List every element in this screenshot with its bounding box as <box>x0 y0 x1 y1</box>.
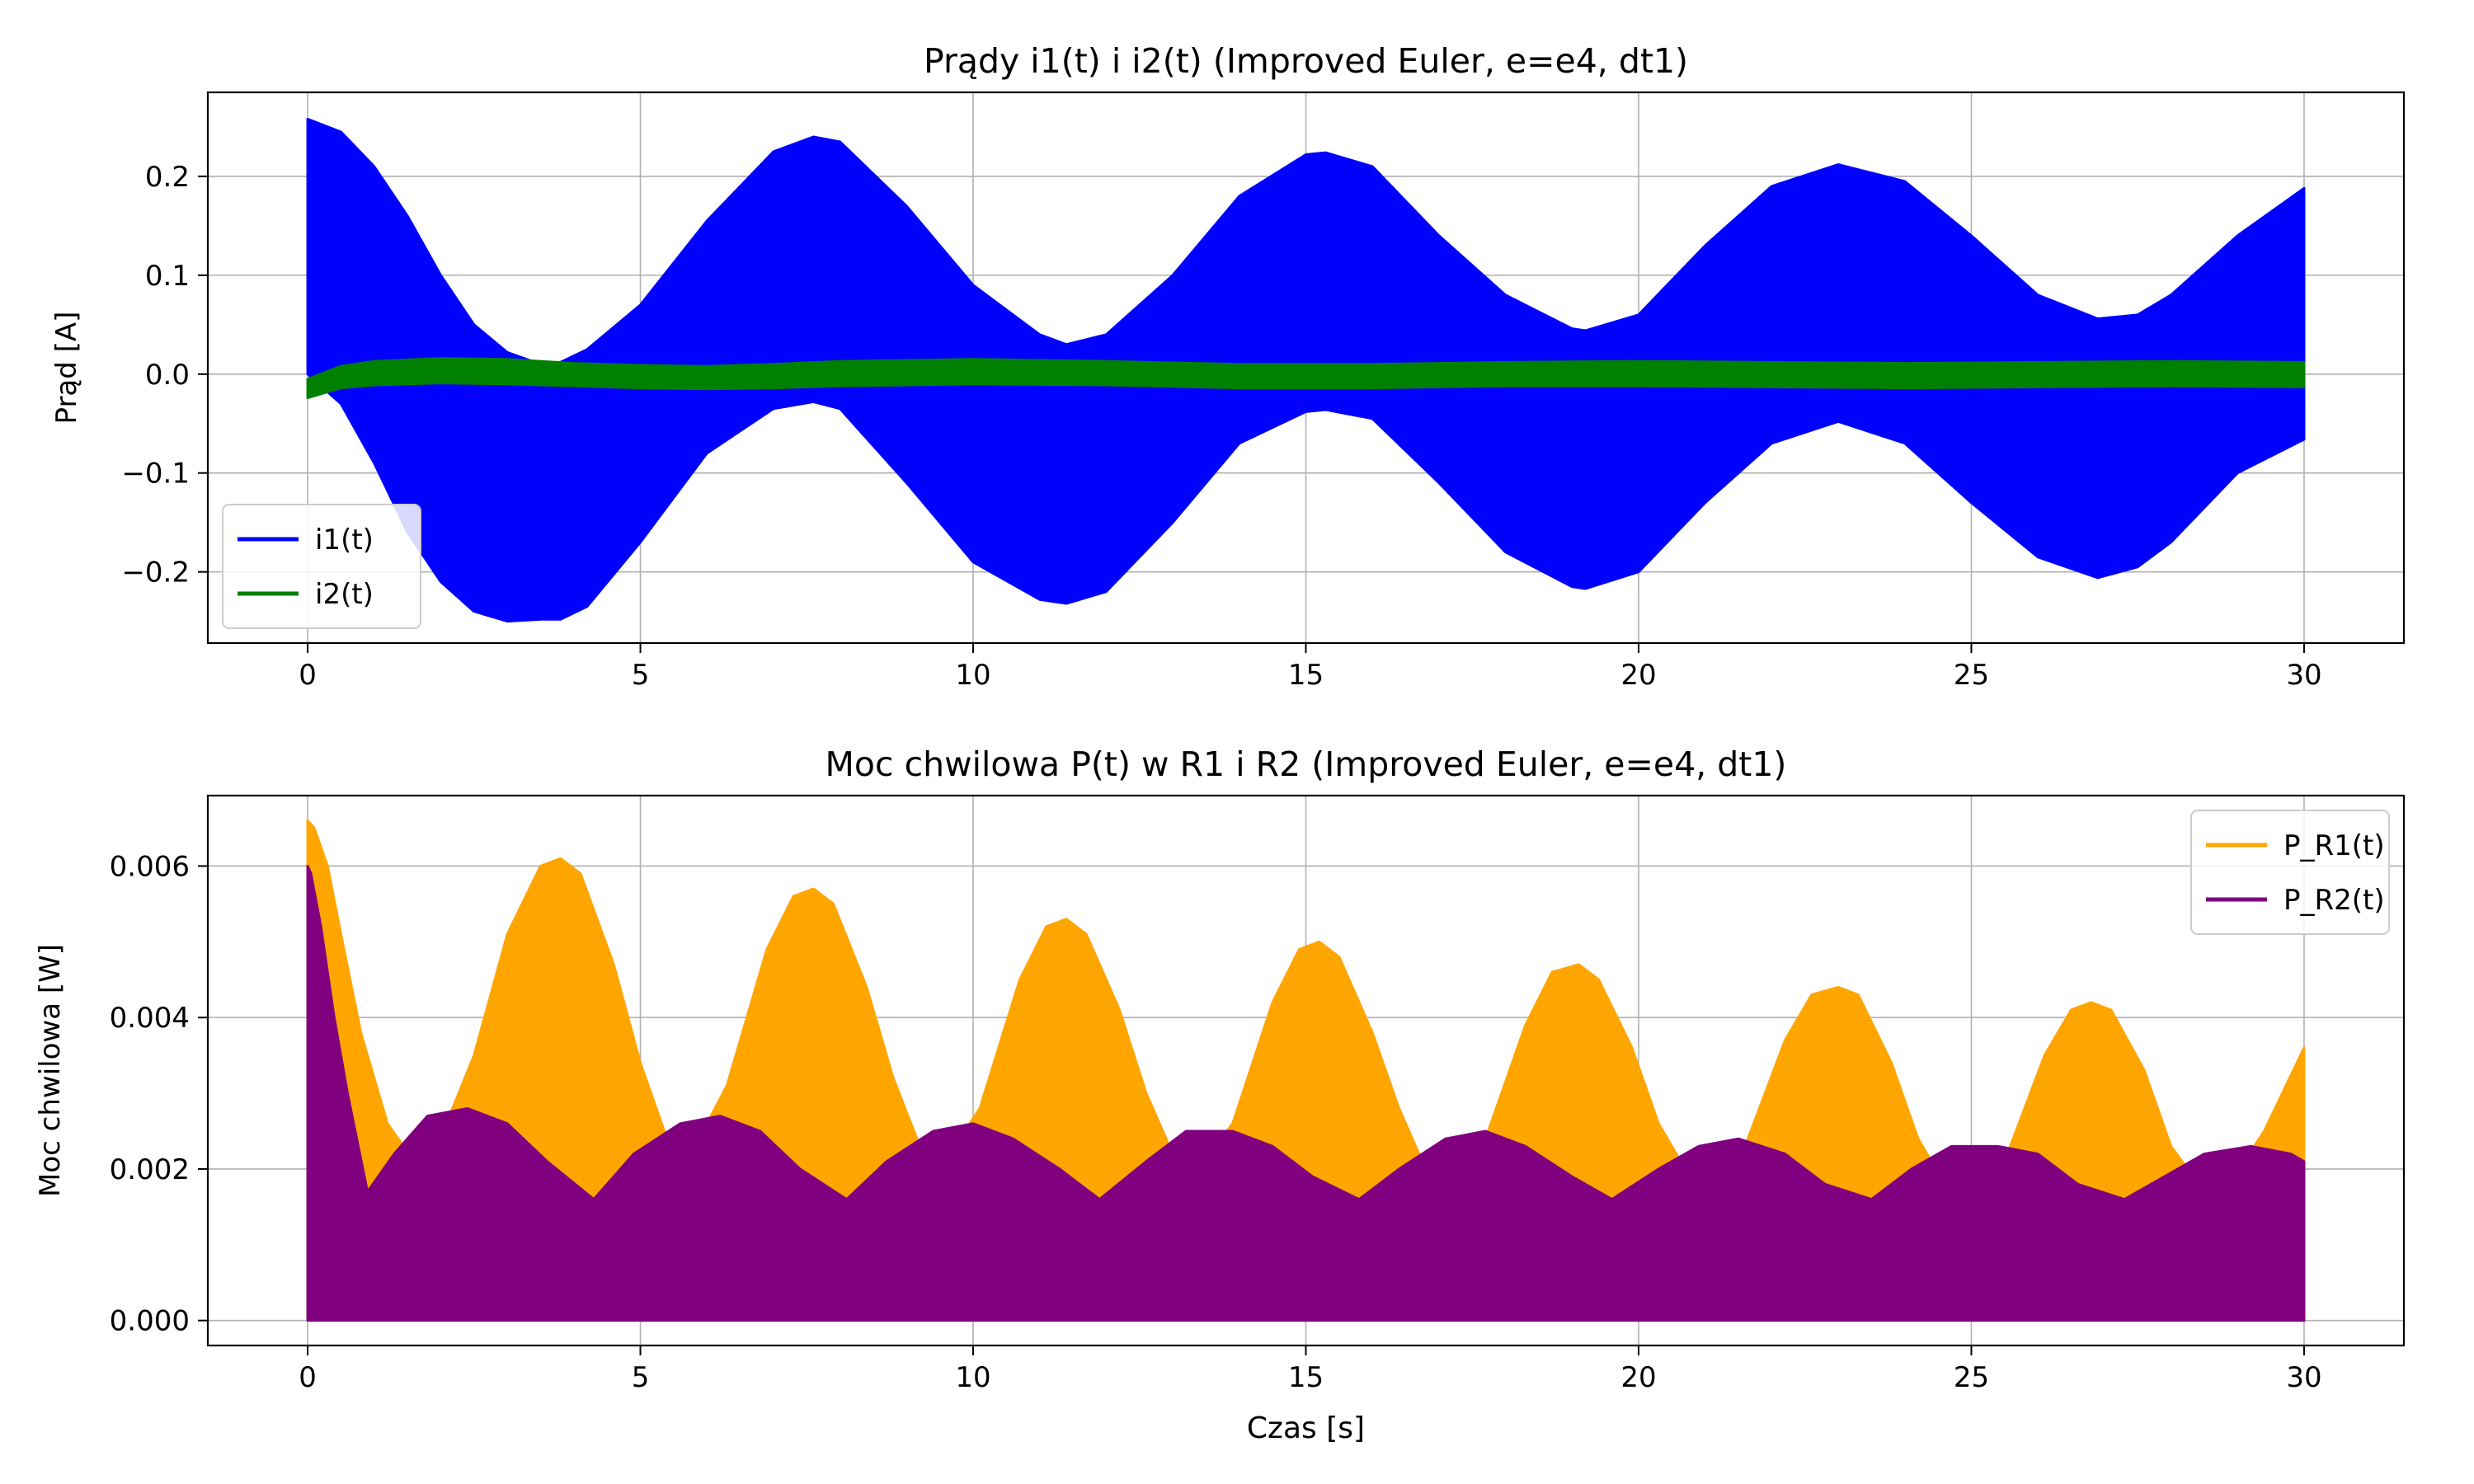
power-chart: 0 5 10 15 20 25 30 0.000 0.002 0.004 0.006 Moc chwi… <box>34 744 2406 1445</box>
power-plot-area <box>306 819 2306 1322</box>
currents-y-axis-label: Prąd [A] <box>50 312 83 425</box>
legend-label-pr1t: P_R1(t) <box>2284 829 2385 862</box>
power-y-tick-label: 0.006 <box>110 850 190 883</box>
power-x-tick-label: 0 <box>299 1361 317 1394</box>
power-x-tick-label: 10 <box>955 1361 990 1394</box>
series-pr2t-area <box>306 864 2306 1322</box>
legend-label-i2t: i2(t) <box>315 578 374 611</box>
power-x-tick-label: 5 <box>632 1361 650 1394</box>
currents-x-tick-label: 25 <box>1954 659 1989 692</box>
currents-chart: 0 5 10 15 20 25 30 −0.2 −0.1 0.0 0.1 0.2 Prądy i1(t)… <box>50 41 2406 692</box>
currents-x-tick-label: 15 <box>1288 659 1324 692</box>
currents-y-tick-label: −0.1 <box>121 458 190 491</box>
power-x-tick-label: 20 <box>1620 1361 1656 1394</box>
power-y-tick-label: 0.000 <box>110 1305 190 1338</box>
power-y-tick-label: 0.004 <box>110 1002 190 1035</box>
currents-x-tick-label: 30 <box>2286 659 2321 692</box>
legend-label-pr2t: P_R2(t) <box>2284 884 2385 917</box>
currents-y-tick-label: 0.0 <box>145 359 190 392</box>
power-legend-box <box>2190 810 2390 935</box>
series-i1t-line <box>307 119 2305 622</box>
power-legend: P_R1(t) P_R2(t) <box>2190 810 2390 935</box>
currents-y-tick-label: −0.2 <box>121 556 190 589</box>
currents-title: Prądy i1(t) i i2(t) (Improved Euler, e=e… <box>924 41 1688 81</box>
currents-x-tick-label: 5 <box>632 659 650 692</box>
currents-x-tick-label: 0 <box>299 659 317 692</box>
currents-plot-area <box>306 117 2306 623</box>
legend-label-i1t: i1(t) <box>315 524 374 556</box>
series-i2t-line <box>307 358 2305 398</box>
power-y-axis-label: Moc chwilowa [W] <box>34 944 67 1197</box>
currents-legend: i1(t) i2(t) <box>222 504 421 629</box>
currents-y-tick-label: 0.1 <box>145 260 190 293</box>
power-x-tick-label: 25 <box>1954 1361 1989 1394</box>
power-x-tick-label: 30 <box>2286 1361 2321 1394</box>
currents-x-tick-label: 10 <box>955 659 990 692</box>
power-x-axis-label: Czas [s] <box>1247 1411 1365 1445</box>
currents-x-tick-label: 20 <box>1620 659 1656 692</box>
currents-legend-box <box>222 504 421 629</box>
power-y-tick-label: 0.002 <box>110 1153 190 1186</box>
currents-y-tick-label: 0.2 <box>145 161 190 194</box>
power-x-tick-label: 15 <box>1288 1361 1324 1394</box>
power-title: Moc chwilowa P(t) w R1 i R2 (Improved Eu… <box>825 744 1787 784</box>
